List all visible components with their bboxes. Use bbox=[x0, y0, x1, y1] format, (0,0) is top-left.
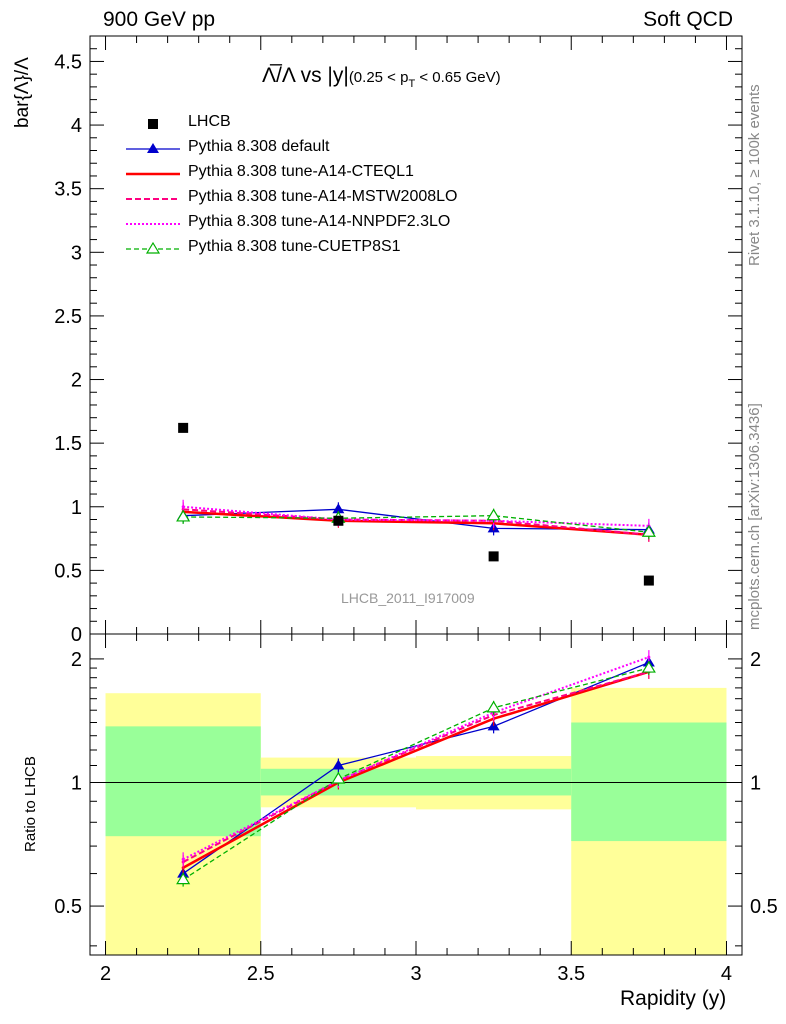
ratio-axes bbox=[89, 633, 743, 956]
ratio-point-cuetp bbox=[331, 771, 346, 784]
legend-label: Pythia 8.308 default bbox=[188, 138, 330, 155]
ratio-y-tick-label: 0.5 bbox=[54, 896, 82, 918]
plot-title-sub-t: T bbox=[408, 78, 416, 91]
main-y-tick-label: 1.5 bbox=[54, 433, 82, 455]
source-label: mcplots.cern.ch [arXiv:1306.3436] bbox=[746, 403, 763, 630]
main-line-mstw bbox=[183, 508, 649, 536]
ratio-series-layer bbox=[176, 650, 656, 887]
main-y-tick-label: 0 bbox=[71, 624, 82, 646]
rivet-version-label: Rivet 3.1.10, ≥ 100k events bbox=[746, 84, 763, 266]
main-point-nnpdf bbox=[181, 505, 185, 509]
main-line-cteql1 bbox=[183, 510, 649, 537]
ratio-line-mstw bbox=[182, 670, 650, 863]
x-tick-label: 3 bbox=[410, 963, 421, 985]
ratio-point-cuetp bbox=[486, 700, 501, 713]
x-tick-label: 2 bbox=[100, 963, 111, 985]
ratio-y-tick-label-right: 0.5 bbox=[750, 896, 778, 918]
main-axes bbox=[89, 35, 743, 635]
legend-label: LHCB bbox=[188, 113, 231, 130]
ratio-line-nnpdf bbox=[182, 656, 650, 861]
plot-title: Λ̅/Λ vs |y|(0.25 < pT < 0.65 GeV) bbox=[262, 64, 501, 90]
main-y-tick-label: 3 bbox=[71, 242, 82, 264]
main-line-cuetp bbox=[183, 515, 649, 533]
main-point-cuetp bbox=[176, 509, 191, 522]
main-series-layer bbox=[176, 422, 656, 586]
main-y-tick-label: 4 bbox=[71, 115, 82, 137]
main-point-cuetp bbox=[486, 508, 501, 521]
legend-label: Pythia 8.308 tune-A14-MSTW2008LO bbox=[188, 188, 458, 205]
main-point-default bbox=[332, 503, 345, 514]
ratio-point-nnpdf bbox=[647, 655, 651, 659]
ratio-line-cteql1 bbox=[182, 670, 650, 869]
main-point-lhcb bbox=[643, 575, 654, 586]
tick-labels-layer: 0 0.5 1 1.5 2 2.5 3 3.5 4 4.5 2 2.5 3 3.5 4 0.5 0.5 1 1 2 2 bbox=[54, 51, 778, 985]
ratio-point-cuetp bbox=[176, 872, 191, 885]
ratio-band-inner bbox=[571, 722, 727, 842]
main-point-lhcb bbox=[333, 515, 344, 526]
ratio-point-default bbox=[332, 759, 345, 770]
header-category: Soft QCD bbox=[643, 8, 733, 31]
ratio-point-cuetp bbox=[641, 660, 656, 673]
main-y-tick-label: 3.5 bbox=[54, 179, 82, 201]
analysis-watermark: LHCB_2011_I917009 bbox=[341, 590, 475, 606]
main-y-axis-label: bar{Λ}/Λ bbox=[12, 57, 33, 128]
main-point-lhcb bbox=[488, 551, 499, 562]
x-axis-label: Rapidity (y) bbox=[620, 987, 727, 1010]
plot-title-sub: (0.25 < p bbox=[348, 69, 409, 86]
main-y-tick-label: 1 bbox=[71, 497, 82, 519]
main-point-cuetp bbox=[641, 525, 656, 537]
plot-title-main: Λ̅/Λ vs |y| bbox=[262, 64, 349, 87]
plot-title-sub-end: < 0.65 GeV) bbox=[415, 69, 501, 86]
ratio-y-tick-label-right: 2 bbox=[750, 649, 761, 671]
legend-label: Pythia 8.308 tune-CUETP8S1 bbox=[188, 238, 401, 255]
ratio-band-inner bbox=[105, 726, 261, 837]
main-y-tick-label: 2 bbox=[71, 370, 82, 392]
x-tick-label: 4 bbox=[721, 963, 732, 985]
legend-label: Pythia 8.308 tune-A14-CTEQL1 bbox=[188, 163, 414, 180]
ratio-point-nnpdf bbox=[181, 857, 185, 861]
main-y-tick-label: 0.5 bbox=[54, 560, 82, 582]
main-y-tick-label: 2.5 bbox=[54, 306, 82, 328]
header-energy: 900 GeV pp bbox=[103, 8, 216, 31]
ratio-line-cuetp bbox=[182, 667, 650, 881]
x-tick-label: 2.5 bbox=[247, 963, 275, 985]
ratio-y-axis-label: Ratio to LHCB bbox=[22, 756, 39, 852]
ratio-y-tick-label-right: 1 bbox=[750, 772, 761, 794]
legend-label: Pythia 8.308 tune-A14-NNPDF2.3LO bbox=[188, 213, 451, 230]
ratio-y-tick-label: 1 bbox=[71, 772, 82, 794]
ratio-y-tick-label: 2 bbox=[71, 649, 82, 671]
ratio-uncertainty-bands bbox=[105, 687, 727, 955]
x-tick-label: 3.5 bbox=[557, 963, 585, 985]
main-y-tick-label: 4.5 bbox=[54, 51, 82, 73]
main-point-lhcb bbox=[178, 422, 189, 433]
